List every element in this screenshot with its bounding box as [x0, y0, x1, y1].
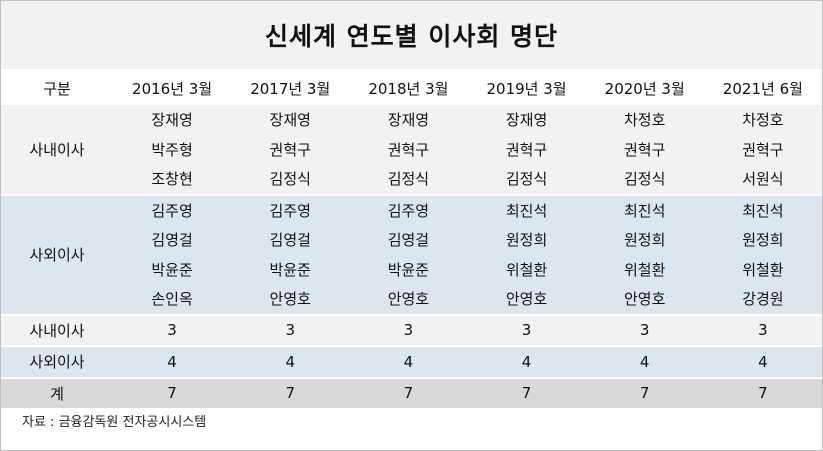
director-name: 원정희 [467, 225, 586, 255]
director-name: 박윤준 [113, 254, 232, 284]
count-value: 3 [585, 313, 704, 346]
director-name: 권혁구 [231, 134, 350, 164]
director-name: 장재영 [467, 105, 586, 135]
director-name: 김영걸 [349, 225, 468, 255]
count-value: 4 [113, 345, 232, 378]
director-name: 박윤준 [231, 254, 350, 284]
director-name: 김영걸 [113, 225, 232, 255]
count-value: 7 [703, 376, 822, 408]
director-name: 차정호 [703, 105, 822, 135]
director-name: 위철환 [467, 254, 586, 284]
count-value: 4 [231, 345, 350, 378]
director-name: 안영호 [349, 284, 468, 315]
director-name: 위철환 [585, 254, 704, 284]
count-value: 4 [349, 345, 468, 378]
director-name: 김정식 [467, 164, 586, 195]
table-row: 김영걸 김영걸 김영걸 원정희 원정희 원정희 [1, 225, 822, 255]
header-date: 2018년 3월 [349, 71, 468, 105]
director-name: 박윤준 [349, 254, 468, 284]
director-name: 권혁구 [467, 134, 586, 164]
director-name: 안영호 [585, 284, 704, 315]
director-name: 박주형 [113, 134, 232, 164]
header-date: 2016년 3월 [113, 71, 232, 105]
header-date: 2021년 6월 [703, 71, 822, 105]
director-name: 김정식 [231, 164, 350, 195]
row-label: 사내이사 [1, 313, 113, 346]
page-title: 신세계 연도별 이사회 명단 [264, 22, 559, 51]
count-value: 3 [113, 313, 232, 346]
source-note: 자료 : 금융감독원 전자공시시스템 [22, 415, 207, 430]
director-name: 김정식 [349, 164, 468, 195]
director-name: 차정호 [585, 105, 704, 135]
inside-directors-label: 사내이사 [1, 105, 113, 195]
count-value: 4 [703, 345, 822, 378]
director-name: 권혁구 [585, 134, 704, 164]
director-name: 조창현 [113, 164, 232, 195]
director-name: 안영호 [467, 284, 586, 315]
director-name: 원정희 [585, 225, 704, 255]
outside-directors-label: 사외이사 [1, 193, 113, 315]
director-name: 권혁구 [349, 134, 468, 164]
director-name: 김주영 [231, 193, 350, 225]
table-row: 조창현 김정식 김정식 김정식 김정식 서원식 [1, 164, 822, 195]
table-row: 손인옥 안영호 안영호 안영호 안영호 강경원 [1, 284, 822, 315]
table-row: 박주형 권혁구 권혁구 권혁구 권혁구 권혁구 [1, 134, 822, 164]
count-value: 3 [467, 313, 586, 346]
director-name: 장재영 [113, 105, 232, 135]
director-name: 손인옥 [113, 284, 232, 315]
count-value: 4 [467, 345, 586, 378]
director-name: 김주영 [349, 193, 468, 225]
inside-count-row: 사내이사 3 3 3 3 3 3 [1, 313, 822, 346]
header-date: 2017년 3월 [231, 71, 350, 105]
director-name: 원정희 [703, 225, 822, 255]
board-table: 구분 2016년 3월 2017년 3월 2018년 3월 2019년 3월 2020년 … [1, 71, 822, 408]
header-category: 구분 [1, 71, 113, 105]
table-row: 박윤준 박윤준 박윤준 위철환 위철환 위철환 [1, 254, 822, 284]
table-row: 사외이사 김주영 김주영 김주영 최진석 최진석 최진석 [1, 193, 822, 315]
count-value: 3 [231, 313, 350, 346]
count-value: 7 [349, 376, 468, 408]
director-name: 최진석 [467, 193, 586, 225]
director-name: 김정식 [585, 164, 704, 195]
director-name: 장재영 [349, 105, 468, 135]
count-value: 7 [585, 376, 704, 408]
title-band: 신세계 연도별 이사회 명단 [1, 1, 822, 69]
director-name: 최진석 [585, 193, 704, 225]
director-name: 서원식 [703, 164, 822, 195]
count-value: 4 [585, 345, 704, 378]
director-name: 강경원 [703, 284, 822, 315]
director-name: 김주영 [113, 193, 232, 225]
outside-count-row: 사외이사 4 4 4 4 4 4 [1, 345, 822, 378]
director-name: 김영걸 [231, 225, 350, 255]
director-name: 안영호 [231, 284, 350, 315]
table-row: 사내이사 장재영 장재영 장재영 장재영 차정호 차정호 [1, 105, 822, 195]
count-value: 7 [467, 376, 586, 408]
director-name: 장재영 [231, 105, 350, 135]
row-label: 계 [1, 376, 113, 408]
director-name: 권혁구 [703, 134, 822, 164]
director-name: 위철환 [703, 254, 822, 284]
count-value: 3 [349, 313, 468, 346]
count-value: 7 [231, 376, 350, 408]
director-name: 최진석 [703, 193, 822, 225]
header-date: 2019년 3월 [467, 71, 586, 105]
header-row: 구분 2016년 3월 2017년 3월 2018년 3월 2019년 3월 2020년 … [1, 71, 822, 105]
row-label: 사외이사 [1, 345, 113, 378]
count-value: 7 [113, 376, 232, 408]
header-date: 2020년 3월 [585, 71, 704, 105]
count-value: 3 [703, 313, 822, 346]
